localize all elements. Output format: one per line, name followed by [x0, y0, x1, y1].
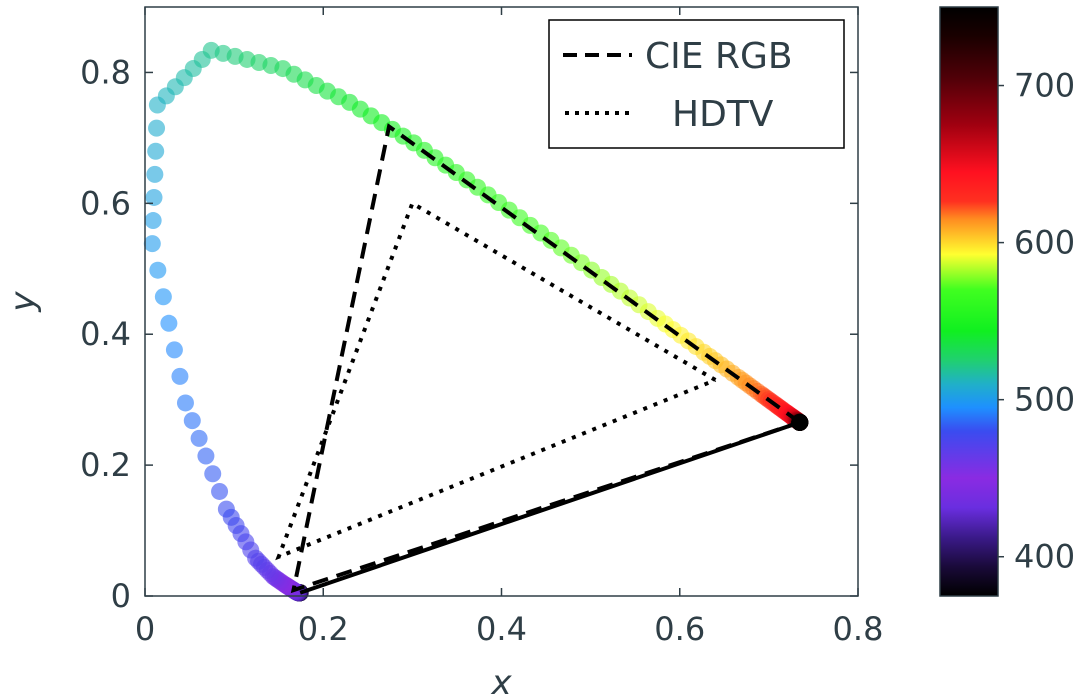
y-tick-label-2: 0.4: [80, 315, 131, 353]
colorbar-tick-label-2: 600: [1014, 224, 1075, 262]
x-axis-label: x: [490, 663, 512, 700]
locus-point-66: [176, 394, 194, 412]
legend-label-cie-rgb: CIE RGB: [645, 36, 793, 77]
locus-point-72: [143, 235, 161, 253]
colorbar-ticks: 400 500 600 700: [998, 67, 1075, 576]
legend-box: [548, 19, 845, 149]
y-tick-label-1: 0.2: [80, 446, 131, 484]
axis-ticks: 0 0.2 0.4 0.6 0.8 0 0.2 0.4 0.6 0.8: [80, 7, 883, 648]
y-tick-label-3: 0.6: [80, 184, 131, 222]
gamut-lines: [275, 123, 801, 595]
locus-point-74: [145, 188, 163, 206]
x-tick-label-4: 0.8: [833, 610, 884, 648]
locus-point-65: [183, 412, 201, 430]
locus-point-70: [154, 288, 172, 306]
locus-point-75: [146, 165, 164, 183]
x-tick-label-3: 0.6: [654, 610, 705, 648]
locus-point-76: [147, 142, 165, 160]
legend: CIE RGB HDTV: [548, 19, 845, 149]
series-line-hdtv: [275, 200, 717, 561]
locus-point-61: [211, 482, 229, 500]
colorbar-scale: [939, 6, 999, 597]
x-tick-label-1: 0.2: [298, 610, 349, 648]
legend-label-hdtv: HDTV: [672, 94, 774, 135]
colorbar-tick-label-3: 700: [1014, 67, 1075, 105]
series-line-cie-rgb: [290, 123, 801, 594]
colorbar: 400 500 600 700: [939, 6, 1075, 597]
y-tick-label-0: 0: [111, 577, 131, 615]
locus-point-71: [149, 261, 167, 279]
x-tick-label-2: 0.4: [476, 610, 527, 648]
y-axis-label: y: [3, 291, 43, 313]
locus-point-63: [197, 447, 215, 465]
locus-point-60: [217, 500, 235, 518]
locus-point-62: [204, 465, 222, 483]
locus-point-69: [160, 314, 178, 332]
x-tick-label-0: 0: [135, 610, 155, 648]
locus-point-77: [148, 119, 166, 137]
locus-point-73: [144, 212, 162, 230]
locus-point-64: [190, 429, 208, 447]
locus-point-67: [171, 367, 189, 385]
colorbar-tick-label-1: 500: [1014, 381, 1075, 419]
locus-point-68: [165, 341, 183, 359]
colorbar-tick-label-0: 400: [1014, 538, 1075, 576]
y-tick-label-4: 0.8: [80, 53, 131, 91]
